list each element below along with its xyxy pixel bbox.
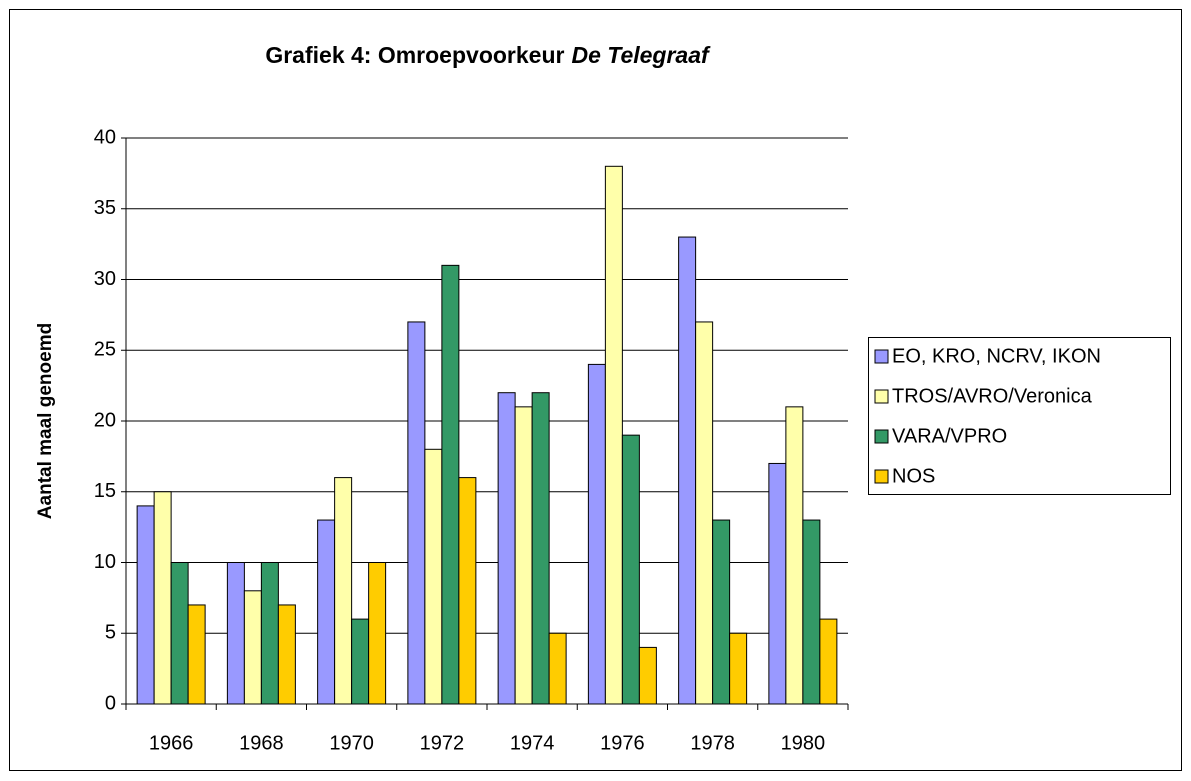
x-tick-label: 1980 [781,732,826,754]
y-tick-label: 40 [94,126,116,148]
bar [604,165,623,705]
y-tick-label: 30 [94,268,116,290]
bar [678,236,697,705]
y-tick-label: 0 [105,692,116,714]
y-tick-label: 35 [94,197,116,219]
bar [441,264,460,705]
x-tick-label: 1970 [329,732,374,754]
legend-label: VARA/VPRO [892,425,1007,447]
bar [621,434,640,705]
x-tick-label: 1968 [239,732,284,754]
bar [407,321,426,705]
bar [243,590,262,705]
legend-label: TROS/AVRO/Veronica [892,385,1093,407]
bar [170,562,189,705]
bar [514,406,533,705]
legend-swatch [874,429,889,444]
bar [260,562,279,705]
x-tick-label: 1978 [690,732,735,754]
legend-swatch [874,469,889,484]
bar [368,562,387,705]
bar [695,321,714,705]
y-tick-label: 15 [94,480,116,502]
legend-swatch [874,349,889,364]
y-axis-label: Aantal maal genoemd [35,323,56,519]
x-tick-label: 1972 [420,732,465,754]
bar [497,392,516,705]
bar [136,505,155,705]
bar [458,477,477,705]
bar [729,632,748,705]
bar [424,448,443,705]
bar [587,363,606,705]
title-italic: De Telegraaf [571,42,711,68]
x-tick-label: 1974 [510,732,555,754]
bar [531,392,550,705]
y-tick-label: 10 [94,551,116,573]
bar [548,632,567,705]
chart-title: Grafiek 4: Omroepvoorkeur De Telegraaf [265,42,711,68]
y-tick-label: 5 [105,622,116,644]
y-tick-label: 20 [94,409,116,431]
bar [187,604,206,705]
legend [868,337,1171,495]
bar [351,618,370,705]
bar [802,519,821,705]
bar [277,604,296,705]
bar [785,406,804,705]
bar [768,462,787,705]
bar [638,646,657,705]
bar [712,519,731,705]
y-tick-label: 25 [94,339,116,361]
bar [317,519,336,705]
x-tick-label: 1966 [149,732,194,754]
bar [819,618,838,705]
bar [153,491,172,705]
title-main: Grafiek 4: Omroepvoorkeur [265,42,564,68]
legend-label: NOS [892,465,935,487]
bar [334,477,353,705]
x-tick-label: 1976 [600,732,645,754]
legend-swatch [874,389,889,404]
bar [226,562,245,705]
legend-label: EO, KRO, NCRV, IKON [892,345,1101,367]
